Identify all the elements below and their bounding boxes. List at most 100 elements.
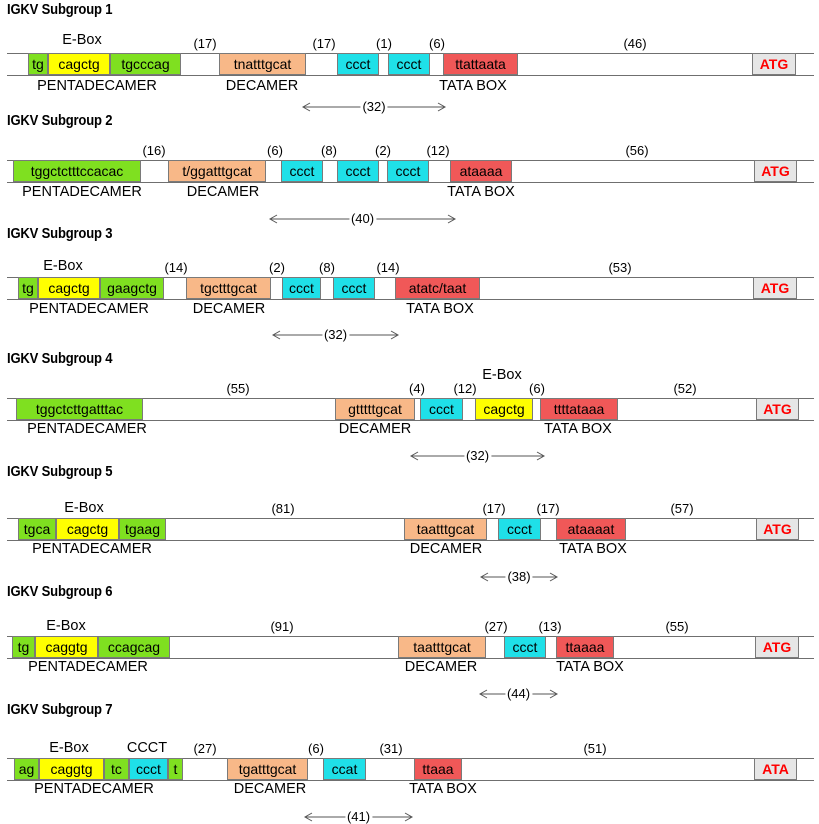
decamer-segment: taatttgcat — [404, 518, 487, 540]
spacer-length: (51) — [583, 741, 607, 756]
tata-box-segment: ataaaa — [450, 160, 512, 182]
spacer-length: (53) — [608, 260, 632, 275]
spacer-length: (17) — [536, 501, 560, 516]
sequence-line-bottom — [7, 182, 814, 183]
subgroup-title: IGKV Subgroup 1 — [7, 2, 113, 18]
start-codon: ATG — [754, 160, 797, 182]
e-box-label: E-Box — [62, 32, 102, 48]
pentadecamer-segment: tggctctttccacac — [13, 160, 141, 182]
tata-box-segment: ttttataaa — [540, 398, 618, 420]
ebox-segment: caggtg — [35, 636, 98, 658]
tata-box-label: TATA BOX — [544, 421, 612, 437]
spacer-length: (27) — [484, 619, 508, 634]
pentadecamer-segment: tc — [104, 758, 129, 780]
subgroup-title: IGKV Subgroup 3 — [7, 226, 113, 242]
decamer-label: DECAMER — [404, 659, 478, 675]
spacer-length: (12) — [453, 381, 477, 396]
start-codon: ATG — [752, 53, 796, 75]
decamer-label: DECAMER — [192, 301, 266, 317]
spacer-length: (2) — [375, 143, 391, 158]
spacer-length: (52) — [673, 381, 697, 396]
subgroup-title: IGKV Subgroup 4 — [7, 351, 113, 367]
ccct-motif: ccct — [498, 518, 541, 540]
sequence-line-bottom — [7, 540, 814, 541]
ccct-motif: ccct — [282, 277, 321, 299]
tata-box-label: TATA BOX — [409, 781, 477, 797]
spacer-length: (17) — [482, 501, 506, 516]
tata-box-label: TATA BOX — [447, 184, 515, 200]
spacer-length: (13) — [538, 619, 562, 634]
start-codon: ATA — [754, 758, 797, 780]
tata-box-segment: ttaaaa — [556, 636, 614, 658]
tata-box-segment: ttattaata — [443, 53, 518, 75]
spacer-length: (31) — [379, 741, 403, 756]
spacer-length: (17) — [193, 36, 217, 51]
start-codon: ATG — [753, 277, 797, 299]
tata-box-label: TATA BOX — [406, 301, 474, 317]
spacer-length: (81) — [271, 501, 295, 516]
distance-arrow: (32) — [409, 448, 546, 463]
spacer-length: (56) — [625, 143, 649, 158]
pentadecamer-label: PENTADECAMER — [37, 78, 157, 94]
distance-label: (41) — [344, 809, 373, 824]
decamer-segment: gtttttgcat — [335, 398, 415, 420]
start-codon: ATG — [756, 398, 799, 420]
pentadecamer-segment: tg — [28, 53, 48, 75]
pentadecamer-segment: tggctcttgatttac — [16, 398, 143, 420]
spacer-length: (4) — [409, 381, 425, 396]
pentadecamer-label: PENTADECAMER — [32, 541, 152, 557]
decamer-segment: t/ggatttgcat — [168, 160, 266, 182]
e-box-label: E-Box — [43, 258, 83, 274]
decamer-label: DECAMER — [409, 541, 483, 557]
distance-arrow: (38) — [479, 569, 559, 584]
pentadecamer-segment: t — [168, 758, 183, 780]
ebox-segment: caggtg — [39, 758, 104, 780]
decamer-label: DECAMER — [186, 184, 260, 200]
sequence-line-bottom — [7, 780, 814, 781]
spacer-length: (27) — [193, 741, 217, 756]
subgroup-title: IGKV Subgroup 7 — [7, 702, 113, 718]
ccct-motif: ccct — [333, 277, 375, 299]
pentadecamer-segment: ccagcag — [98, 636, 170, 658]
pentadecamer-segment: tg — [12, 636, 35, 658]
sequence-line-bottom — [7, 658, 814, 659]
sequence-line-bottom — [7, 299, 814, 300]
subgroup-title: IGKV Subgroup 5 — [7, 464, 113, 480]
decamer-segment: taatttgcat — [398, 636, 486, 658]
distance-label: (32) — [463, 448, 492, 463]
distance-arrow: (32) — [271, 327, 400, 342]
pentadecamer-segment: tgaag — [119, 518, 166, 540]
pentadecamer-label: PENTADECAMER — [22, 184, 142, 200]
e-box-label: E-Box — [46, 618, 86, 634]
sequence-line-bottom — [7, 75, 814, 76]
ccct-motif: ccct — [129, 758, 168, 780]
decamer-label: DECAMER — [225, 78, 299, 94]
spacer-length: (91) — [270, 619, 294, 634]
spacer-length: (46) — [623, 36, 647, 51]
e-box-label: E-Box — [49, 740, 89, 756]
tata-box-label: TATA BOX — [559, 541, 627, 557]
spacer-length: (6) — [429, 36, 445, 51]
distance-label: (38) — [505, 569, 533, 584]
distance-arrow: (41) — [303, 809, 414, 824]
distance-label: (32) — [360, 99, 388, 114]
distance-arrow: (32) — [301, 99, 447, 114]
spacer-length: (17) — [312, 36, 336, 51]
distance-arrow: (44) — [478, 686, 559, 701]
ccct-motif: ccct — [504, 636, 546, 658]
distance-label: (40) — [348, 211, 377, 226]
ccct-label: CCCT — [126, 740, 168, 756]
ebox-segment: cagctg — [48, 53, 110, 75]
ccct-motif: ccat — [323, 758, 366, 780]
ebox-segment: cagctg — [38, 277, 100, 299]
ebox-segment: cagctg — [56, 518, 119, 540]
tata-box-label: TATA BOX — [439, 78, 507, 94]
spacer-length: (57) — [670, 501, 694, 516]
decamer-segment: tgatttgcat — [227, 758, 308, 780]
spacer-length: (1) — [376, 36, 392, 51]
tata-box-segment: ttaaa — [414, 758, 462, 780]
spacer-length: (6) — [308, 741, 324, 756]
spacer-length: (55) — [665, 619, 689, 634]
tata-box-segment: atatc/taat — [395, 277, 480, 299]
